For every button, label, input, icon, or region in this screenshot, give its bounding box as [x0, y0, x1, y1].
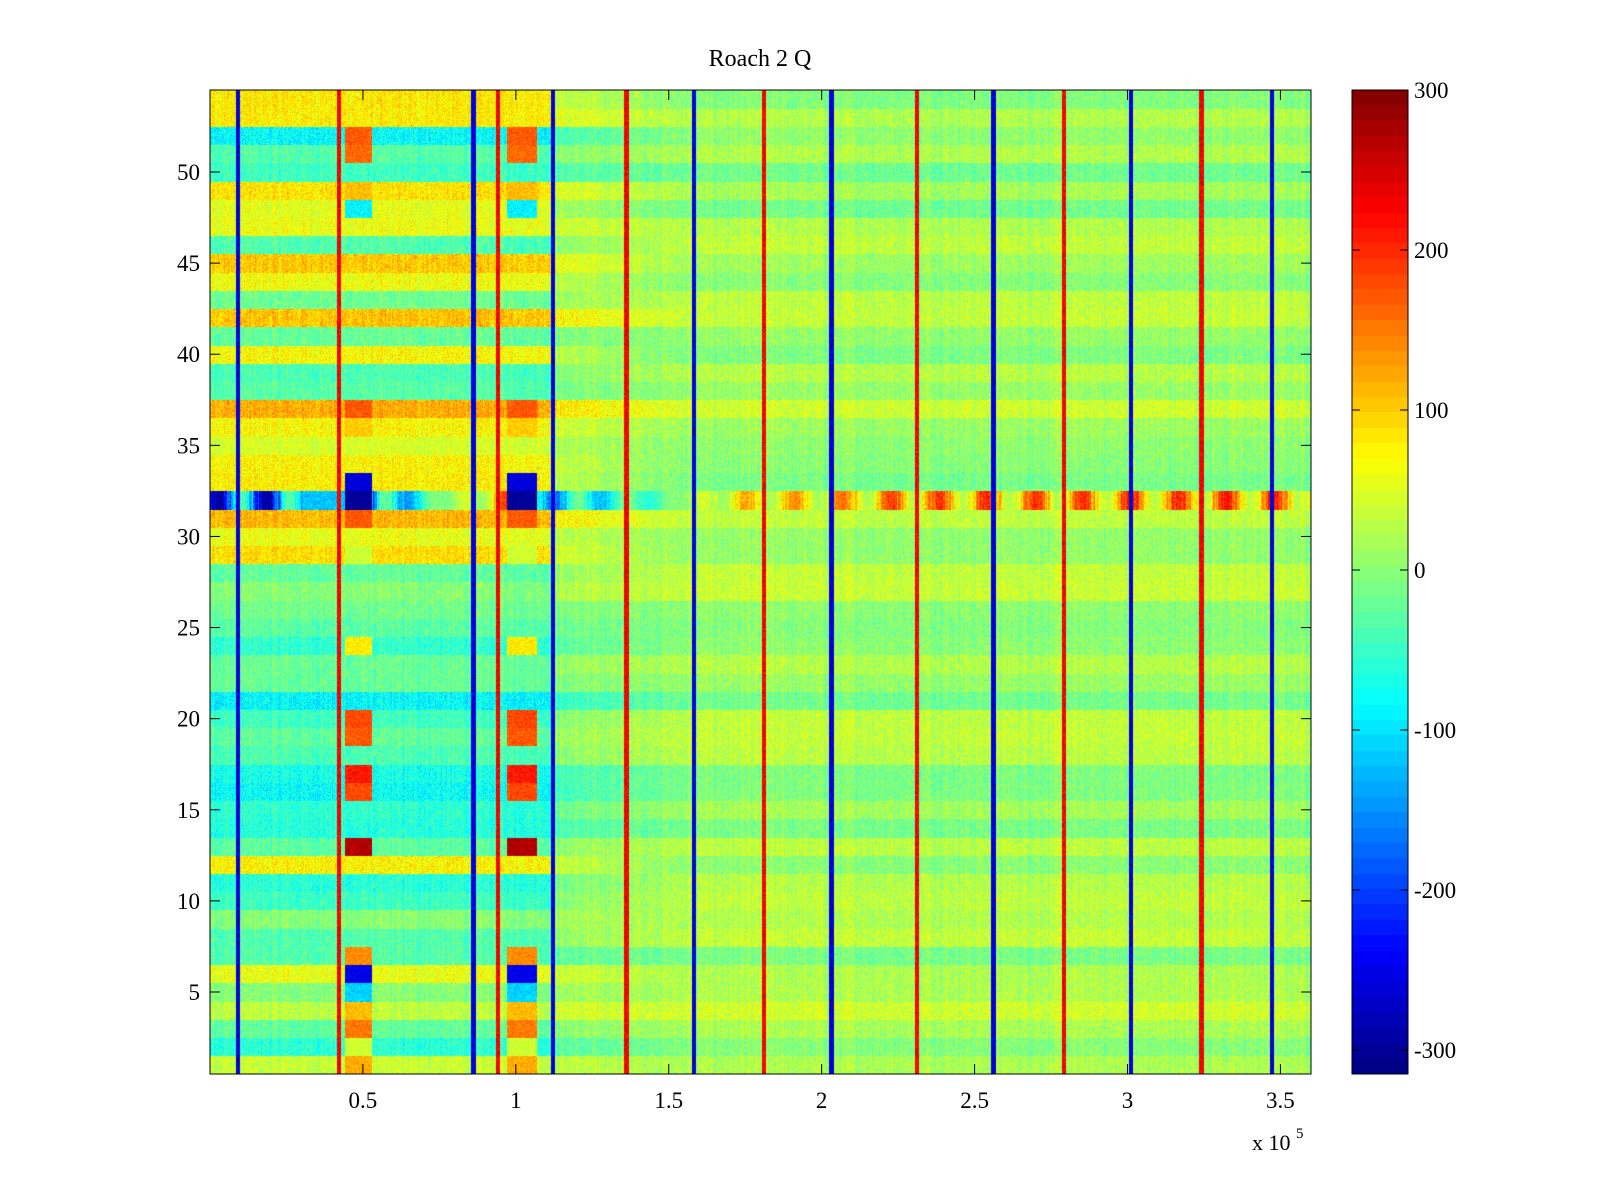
x-tick-label: 2 [816, 1088, 828, 1113]
x-exponent-power: 5 [1296, 1126, 1304, 1142]
x-tick-label: 1.5 [654, 1088, 683, 1113]
colorbar-tick-label: 100 [1414, 398, 1449, 423]
y-tick-label: 10 [177, 889, 200, 914]
x-axis-ticks: 0.5 1 1.5 2 2.5 3 3.5 [349, 90, 1295, 1113]
y-tick-label: 20 [177, 707, 200, 732]
colorbar-gradient [1352, 90, 1408, 1074]
y-tick-label: 45 [177, 251, 200, 276]
y-tick-label: 30 [177, 524, 200, 549]
axes-box [209, 89, 1312, 1075]
x-tick-label: 0.5 [349, 1088, 378, 1113]
colorbar-ticks: 300 200 100 0 -100 -200 -300 [1352, 78, 1456, 1063]
x-tick-label: 1 [510, 1088, 522, 1113]
y-tick-label: 50 [177, 160, 200, 185]
colorbar-tick-label: -100 [1414, 718, 1456, 743]
heatmap-image [210, 90, 1311, 1074]
colorbar-tick-label: -200 [1414, 878, 1456, 903]
colorbar-tick-label: 200 [1414, 238, 1449, 263]
colorbar-tick-label: -300 [1414, 1038, 1456, 1063]
colorbar-box [1351, 89, 1409, 1075]
x-axis-exponent: x 10 5 [1252, 1126, 1304, 1155]
chart-title: Roach 2 Q [709, 46, 812, 72]
y-axis-ticks: 5 10 15 20 25 30 35 40 45 50 [177, 160, 1311, 1005]
y-tick-label: 35 [177, 433, 200, 458]
colorbar-tick-label: 0 [1414, 558, 1426, 583]
y-tick-label: 40 [177, 342, 200, 367]
y-tick-label: 25 [177, 616, 200, 641]
y-tick-label: 15 [177, 798, 200, 823]
colorbar-tick-label: 300 [1414, 78, 1449, 103]
x-exponent-base: x 10 [1252, 1130, 1291, 1155]
x-tick-label: 3 [1122, 1088, 1134, 1113]
x-tick-label: 3.5 [1266, 1088, 1295, 1113]
y-tick-label: 5 [189, 980, 201, 1005]
x-tick-label: 2.5 [960, 1088, 989, 1113]
